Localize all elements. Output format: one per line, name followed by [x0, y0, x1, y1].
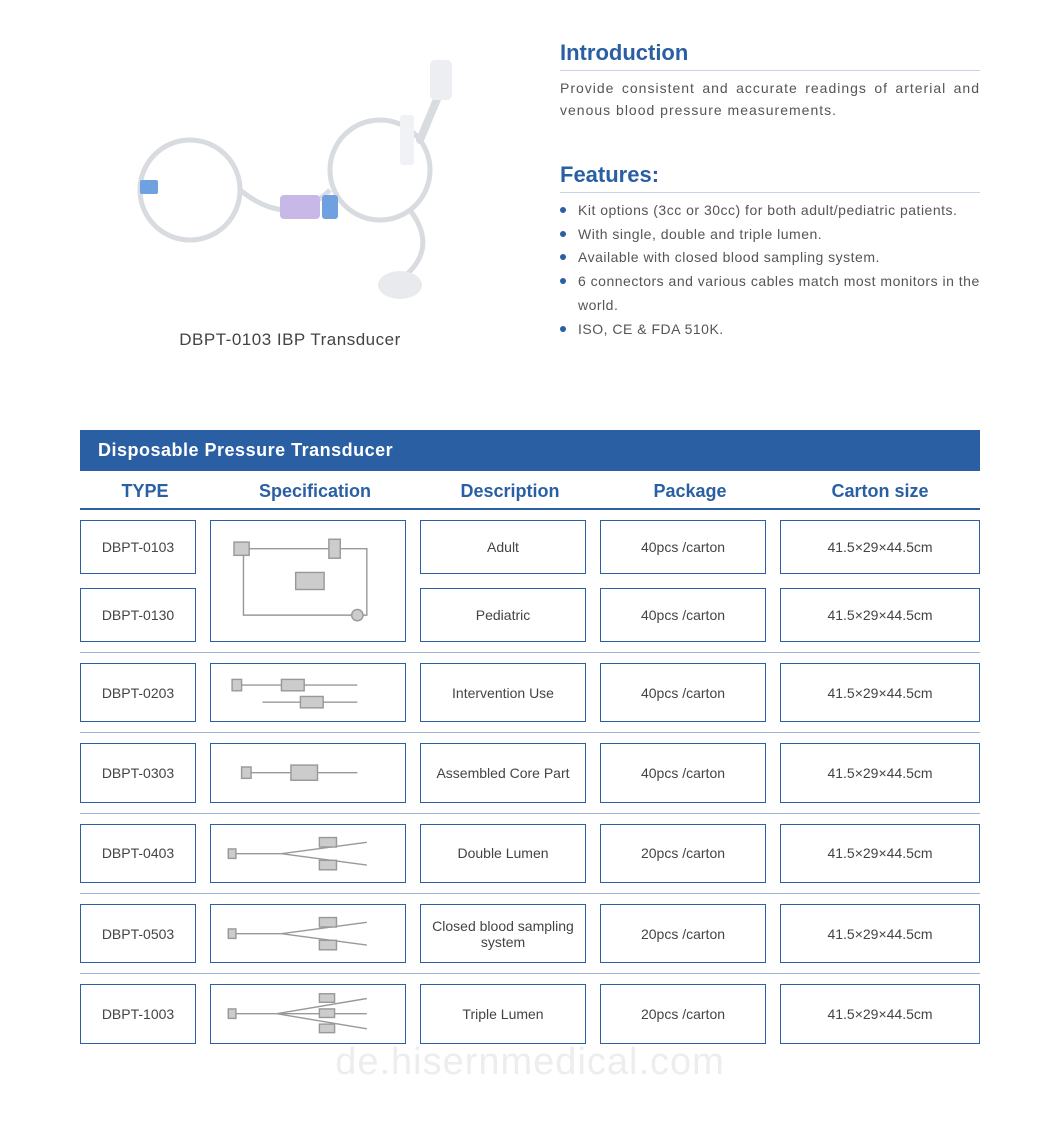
feature-item: Kit options (3cc or 30cc) for both adult… — [560, 199, 980, 223]
table-title-bar: Disposable Pressure Transducer — [80, 430, 980, 471]
cell-description: Assembled Core Part — [420, 743, 586, 802]
cell-carton-size: 41.5×29×44.5cm — [780, 588, 980, 642]
feature-item: 6 connectors and various cables match mo… — [560, 270, 980, 318]
cell-package: 40pcs /carton — [600, 743, 766, 802]
cell-description: Closed blood sampling system — [420, 904, 586, 963]
cell-description: Adult — [420, 520, 586, 574]
cell-description: Double Lumen — [420, 824, 586, 883]
table-row: DBPT-0403 Double Lumen20pcs /carton41.5×… — [80, 814, 980, 894]
features-list: Kit options (3cc or 30cc) for both adult… — [560, 199, 980, 342]
cell-type: DBPT-1003 — [80, 984, 196, 1043]
intro-heading: Introduction — [560, 40, 980, 66]
text-column: Introduction Provide consistent and accu… — [560, 20, 980, 350]
feature-item: ISO, CE & FDA 510K. — [560, 318, 980, 342]
cell-package: 40pcs /carton — [600, 520, 766, 574]
cell-spec — [210, 824, 406, 883]
cell-spec — [210, 663, 406, 722]
cell-type: DBPT-0403 — [80, 824, 196, 883]
cell-package: 20pcs /carton — [600, 904, 766, 963]
cell-carton-size: 41.5×29×44.5cm — [780, 663, 980, 722]
cell-package: 20pcs /carton — [600, 824, 766, 883]
cell-carton-size: 41.5×29×44.5cm — [780, 743, 980, 802]
cell-spec — [210, 904, 406, 963]
col-pkg: Package — [600, 481, 780, 502]
cell-carton-size: 41.5×29×44.5cm — [780, 904, 980, 963]
top-section: DBPT-0103 IBP Transducer Introduction Pr… — [80, 20, 980, 350]
table-row: DBPT-0203 Intervention Use40pcs /carton4… — [80, 653, 980, 733]
product-image — [100, 20, 480, 320]
feature-item: With single, double and triple lumen. — [560, 223, 980, 247]
cell-package: 40pcs /carton — [600, 588, 766, 642]
table-row: DBPT-0503 Closed blood sampling system20… — [80, 894, 980, 974]
product-spec-page: DBPT-0103 IBP Transducer Introduction Pr… — [0, 0, 1060, 1094]
table-body: DBPT-0103 DBPT-0130 Adult Pediatric 40pcs /… — [80, 510, 980, 1054]
features-heading: Features: — [560, 162, 980, 188]
col-type: TYPE — [80, 481, 210, 502]
cell-carton-size: 41.5×29×44.5cm — [780, 824, 980, 883]
product-caption: DBPT-0103 IBP Transducer — [179, 330, 400, 350]
table-column-headers: TYPE Specification Description Package C… — [80, 471, 980, 510]
col-size: Carton size — [780, 481, 980, 502]
cell-description: Intervention Use — [420, 663, 586, 722]
table-row: DBPT-0303 Assembled Core Part40pcs /cart… — [80, 733, 980, 813]
cell-type: DBPT-0203 — [80, 663, 196, 722]
cell-carton-size: 41.5×29×44.5cm — [780, 984, 980, 1043]
cell-spec — [210, 984, 406, 1043]
features-divider — [560, 192, 980, 193]
feature-item: Available with closed blood sampling sys… — [560, 246, 980, 270]
spec-table: Disposable Pressure Transducer TYPE Spec… — [80, 430, 980, 1054]
cell-type: DBPT-0503 — [80, 904, 196, 963]
cell-spec — [210, 743, 406, 802]
cell-type: DBPT-0303 — [80, 743, 196, 802]
cell-description: Pediatric — [420, 588, 586, 642]
intro-body: Provide consistent and accurate readings… — [560, 77, 980, 122]
cell-package: 20pcs /carton — [600, 984, 766, 1043]
cell-description: Triple Lumen — [420, 984, 586, 1043]
cell-spec — [210, 520, 406, 642]
cell-type: DBPT-0103 — [80, 520, 196, 574]
product-figure: DBPT-0103 IBP Transducer — [80, 20, 500, 350]
col-spec: Specification — [210, 481, 420, 502]
col-desc: Description — [420, 481, 600, 502]
table-row: DBPT-1003 Triple Lumen20pcs /carton41.5×… — [80, 974, 980, 1053]
cell-carton-size: 41.5×29×44.5cm — [780, 520, 980, 574]
intro-divider — [560, 70, 980, 71]
cell-package: 40pcs /carton — [600, 663, 766, 722]
table-row: DBPT-0103 DBPT-0130 Adult Pediatric 40pcs /… — [80, 510, 980, 653]
cell-type: DBPT-0130 — [80, 588, 196, 642]
